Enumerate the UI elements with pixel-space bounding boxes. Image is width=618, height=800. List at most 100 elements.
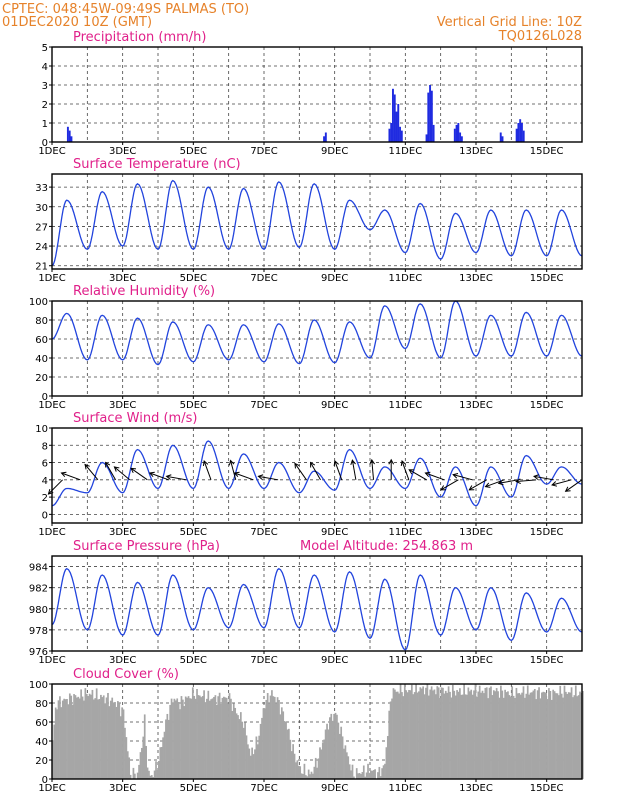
wind-arrow [48,479,63,495]
cloud-bar [316,767,319,779]
cloud-bar [466,694,468,779]
wind-ytick-label: 8 [42,441,48,452]
cloud-bar [148,770,150,779]
cloud-bar [418,691,420,779]
cloud-bar [357,773,359,779]
cloud-bar [319,747,321,779]
cloud-bar [324,729,327,779]
cloud-ytick-label: 20 [35,756,48,767]
temp-xtick-label: 9DEC [321,273,348,284]
cloud-bar [186,697,188,779]
cloud-bar [220,703,222,779]
precip-ytick-label: 3 [42,81,48,92]
cloud-bar [385,747,388,779]
cloud-bar [193,695,196,779]
rh-xtick-label: 9DEC [321,400,348,411]
cloud-bar [309,774,311,779]
rh-xtick-label: 13DEC [459,400,493,411]
cloud-bar [248,748,251,779]
cloud-bar [536,690,539,779]
cloud-ytick-label: 40 [35,737,48,748]
wind-arrow [334,460,343,480]
cloud-bar [492,690,495,779]
pressure-xtick-label: 3DEC [109,655,136,666]
wind-arrow [516,479,537,483]
cloud-bar [350,770,352,779]
cloud-bar [210,699,213,779]
pressure-xtick-label: 13DEC [459,655,493,666]
wind-arrow [565,479,583,492]
cloud-bar [78,698,81,779]
pressure-xtick-label: 1DEC [38,655,65,666]
wind-xtick-label: 5DEC [180,527,207,538]
precip-bar [70,136,73,142]
rh-ytick-label: 0 [42,392,48,403]
cloud-bar [333,713,335,779]
cloud-bar [463,684,465,779]
cloud-bar [367,763,369,779]
cloud-bar [73,694,75,779]
wind-arrow [453,474,473,481]
wind-ytick-label: 6 [42,459,48,470]
cloud-bar [334,712,337,779]
cloud-bar [201,696,204,779]
precip-bar [519,119,522,142]
cloud-bar [422,686,425,779]
cloud-bar [388,710,391,779]
cloud-bar [166,713,169,779]
wind-arrow-head [424,471,431,478]
cloud-bar [132,767,135,779]
temp-ytick-label: 30 [35,203,48,214]
cloud-bar [278,700,280,779]
cloud-bar [343,748,345,779]
cloud-bar [268,703,270,779]
cloud-bar [326,723,328,779]
cloud-bar [252,754,255,779]
cloud-bar [129,774,132,779]
precip-ytick-label: 1 [42,119,48,130]
cloud-bar [235,713,238,779]
pressure-ytick-label: 980 [29,605,48,616]
cloud-bar [126,751,129,779]
cloud-bar [518,693,521,779]
precip-bar [395,111,398,142]
cloud-bar [152,777,155,779]
cloud-bar [85,693,88,779]
rh-title: Relative Humidity (%) [73,284,215,299]
cloud-bar [206,698,208,779]
cloud-bar [52,741,54,779]
cloud-bar [546,699,549,779]
rh-ytick-label: 100 [29,297,48,308]
cloud-bar [368,772,371,779]
cloud-bar [443,693,446,779]
wind-arrow [130,467,148,481]
temp-title: Surface Temperature (nC) [73,157,241,172]
wind-xtick-label: 9DEC [321,527,348,538]
precip-bar [397,104,400,142]
precip-bar [429,85,432,142]
cloud-bar [197,695,200,779]
pressure-xtick-label: 15DEC [530,655,564,666]
precip-bar [400,130,403,142]
cloud-bar [313,766,316,779]
cloud-bar [155,761,157,779]
cloud-bar [410,684,413,779]
cloud-bar [187,696,190,779]
cloud-bar [87,696,90,779]
cloud-bar [173,698,176,779]
cloud-bar [515,687,518,779]
wind-arrow [149,472,169,481]
cloud-bar [495,688,498,779]
cloud-bar [255,736,258,779]
cloud-bar [528,694,531,779]
cloud-bar [139,752,142,779]
rh-frame [51,300,583,397]
cloud-bar [485,687,488,779]
cloud-bar [112,702,115,779]
cloud-bar [119,716,122,779]
cloud-bar [230,698,232,779]
cloud-bar [68,693,71,779]
cloud-bar [57,700,60,779]
cloud-bar [118,703,121,779]
cloud-bar [265,699,268,779]
